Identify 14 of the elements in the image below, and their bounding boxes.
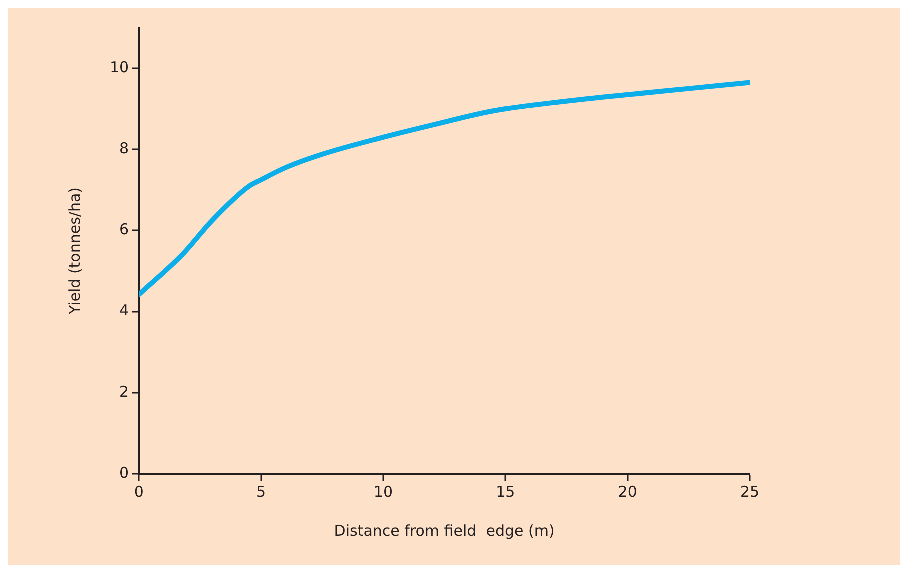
x-axis-title: Distance from field edge (m): [334, 522, 555, 540]
y-tick-label: 6: [120, 220, 130, 239]
x-tick-label: 5: [256, 482, 266, 501]
x-tick-label: 20: [618, 482, 638, 501]
x-tick-label: 15: [496, 482, 516, 501]
y-axis-title: Yield (tonnes/ha): [66, 187, 84, 316]
y-tick-label: 4: [120, 302, 130, 320]
y-tick-label: 0: [120, 464, 130, 482]
y-tick-label: 10: [110, 58, 130, 76]
y-tick-label: 2: [120, 382, 130, 401]
x-tick-label: 10: [374, 482, 393, 501]
y-tick-label: 8: [120, 140, 130, 158]
x-tick-label: 0: [134, 482, 144, 501]
x-tick-label: 25: [740, 482, 760, 501]
